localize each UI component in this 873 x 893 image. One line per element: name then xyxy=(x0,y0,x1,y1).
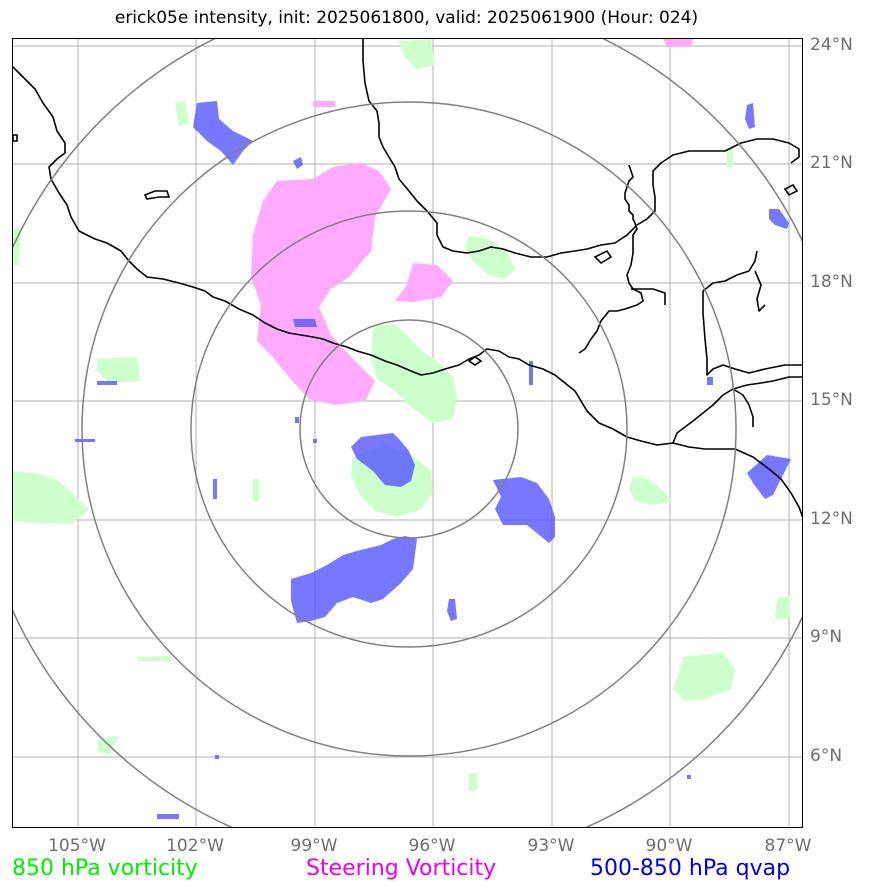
range-ring xyxy=(190,210,628,648)
qvap-patch xyxy=(157,814,179,819)
steering-patch xyxy=(395,263,453,302)
x-tick-label: 93°W xyxy=(527,836,575,856)
island xyxy=(143,190,171,200)
map-title: erick05e intensity, init: 2025061800, va… xyxy=(114,8,699,28)
qvap-patch xyxy=(313,439,317,443)
coast-detail xyxy=(732,388,754,427)
y-tick-label: 15°N xyxy=(810,390,853,410)
qvap-patch xyxy=(745,103,755,129)
steering-patch xyxy=(313,101,335,107)
x-tick-label: 96°W xyxy=(408,836,456,856)
qvap-fields xyxy=(75,101,791,819)
island xyxy=(783,183,799,197)
qvap-patch xyxy=(213,479,217,499)
vorticity-patch xyxy=(97,357,140,383)
island xyxy=(467,356,483,366)
gridlines xyxy=(13,39,802,827)
vorticity-850-fields xyxy=(13,39,791,791)
vorticity-patch xyxy=(469,773,477,791)
vorticity-patch xyxy=(371,324,457,423)
x-tick-label: 102°W xyxy=(166,836,224,856)
vorticity-patch xyxy=(13,227,21,265)
qvap-patch xyxy=(747,455,791,499)
qvap-patch xyxy=(75,439,95,442)
legend-qvap: 500-850 hPa qvap xyxy=(590,856,791,881)
range-ring xyxy=(299,319,519,539)
y-tick-label: 18°N xyxy=(810,272,853,292)
qvap-patch xyxy=(351,433,415,487)
vorticity-patch xyxy=(673,653,735,701)
qvap-patch xyxy=(293,157,303,169)
vorticity-patch xyxy=(175,101,189,127)
qvap-patch xyxy=(291,536,417,623)
y-tick-label: 24°N xyxy=(810,35,853,55)
steering-patch xyxy=(663,39,693,47)
legend-850-vorticity: 850 hPa vorticity xyxy=(12,856,198,881)
island xyxy=(13,134,18,142)
island-outlines xyxy=(13,134,799,366)
qvap-patch xyxy=(295,417,299,423)
vorticity-patch xyxy=(465,236,515,279)
honduras-border xyxy=(702,250,758,292)
range-ring xyxy=(81,101,737,757)
y-tick-label: 9°N xyxy=(810,627,843,647)
x-tick-label: 105°W xyxy=(48,836,106,856)
qvap-patch xyxy=(769,209,789,229)
y-tick-label: 12°N xyxy=(810,509,853,529)
coast-detail xyxy=(631,288,666,305)
x-tick-label: 87°W xyxy=(764,836,812,856)
vorticity-patch xyxy=(137,656,171,661)
vorticity-patch xyxy=(775,595,791,619)
vorticity-patch xyxy=(727,149,733,167)
vorticity-patch xyxy=(13,471,89,524)
y-tick-label: 21°N xyxy=(810,153,853,173)
qvap-patch xyxy=(493,477,555,543)
qvap-patch xyxy=(215,755,219,759)
x-tick-label: 90°W xyxy=(645,836,693,856)
vorticity-patch xyxy=(253,479,259,501)
map-canvas xyxy=(13,39,802,827)
qvap-patch xyxy=(447,599,457,621)
qvap-patch xyxy=(707,377,713,385)
steering-vorticity-fields xyxy=(251,39,693,405)
coastline-borders xyxy=(13,39,802,518)
island xyxy=(593,249,613,265)
steering-patch xyxy=(251,163,391,405)
range-rings xyxy=(13,39,802,827)
x-tick-label: 99°W xyxy=(290,836,338,856)
range-ring xyxy=(13,39,802,827)
mexico-gulf-coastline xyxy=(362,39,800,258)
qvap-patch xyxy=(97,381,117,385)
guatemala-border xyxy=(578,164,644,354)
guatemala-east-border xyxy=(702,291,802,376)
qvap-patch xyxy=(293,319,317,327)
coast-detail xyxy=(754,270,766,312)
central-america-pacific xyxy=(672,376,802,444)
vorticity-patch xyxy=(97,736,119,755)
qvap-patch xyxy=(193,101,253,165)
mexico-pacific-coastline xyxy=(13,66,802,518)
qvap-patch xyxy=(687,775,691,779)
y-tick-label: 6°N xyxy=(810,746,843,766)
vorticity-patch xyxy=(399,39,435,69)
vorticity-patch xyxy=(629,477,673,505)
map-panel xyxy=(12,38,803,828)
qvap-patch xyxy=(529,361,533,385)
legend-steering-vorticity: Steering Vorticity xyxy=(306,856,497,881)
